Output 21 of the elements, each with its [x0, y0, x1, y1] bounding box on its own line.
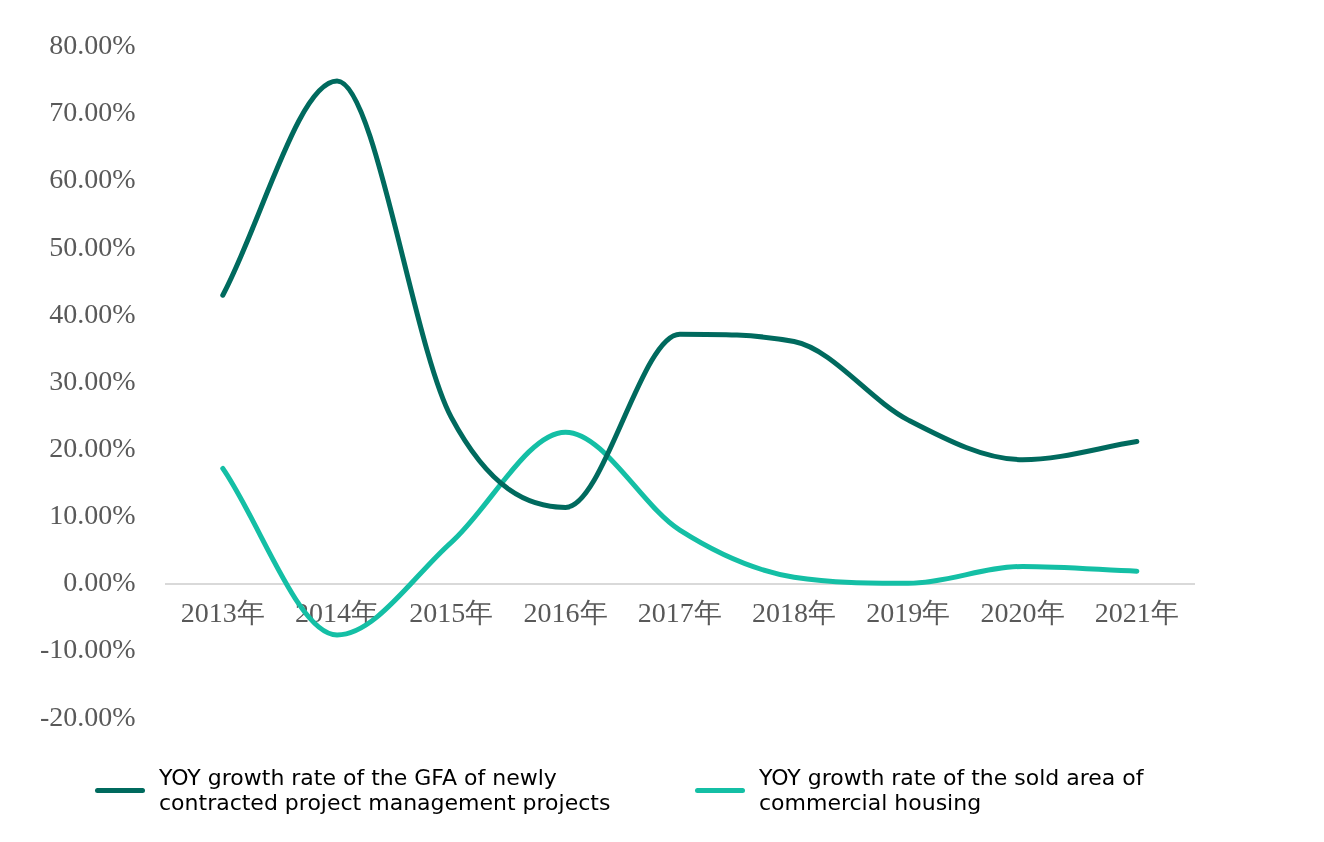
y-tick-label: -20.00% [39, 700, 136, 732]
legend-label: YOY growth rate of the sold area of commercial housing [759, 765, 1145, 815]
y-tick-label: 30.00% [49, 364, 136, 396]
x-tick-label: 2015年 [409, 597, 494, 629]
y-tick-label: 0.00% [63, 566, 136, 598]
y-tick-label: 80.00% [49, 29, 136, 61]
legend-label: YOY growth rate of the GFA of newly contracted project management projects [159, 765, 612, 815]
y-tick-label: 20.00% [49, 432, 136, 463]
x-tick-label: 2016年 [523, 597, 608, 629]
x-tick-label: 2018年 [752, 597, 837, 629]
y-tick-label: 40.00% [49, 297, 136, 329]
x-tick-label: 2021年 [1094, 597, 1179, 629]
y-tick-label: 10.00% [49, 499, 136, 531]
y-tick-label: -10.00% [39, 633, 136, 665]
y-tick-label: 60.00% [49, 163, 136, 195]
x-tick-label: 2017年 [637, 597, 722, 629]
y-tick-label: 70.00% [49, 96, 136, 128]
x-tick-label: 2019年 [866, 597, 951, 629]
y-tick-label: 50.00% [49, 230, 136, 262]
x-tick-label: 2020年 [980, 597, 1065, 629]
x-tick-label: 2013年 [180, 597, 265, 629]
